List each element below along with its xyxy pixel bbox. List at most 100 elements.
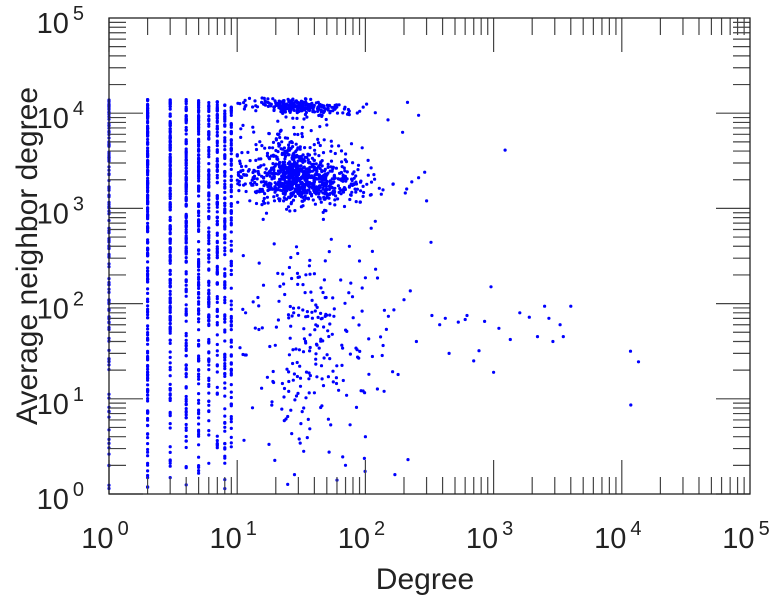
- data-point: [223, 367, 227, 371]
- data-point: [207, 122, 211, 126]
- data-point: [197, 218, 201, 222]
- data-point: [207, 302, 211, 306]
- data-point: [146, 370, 150, 374]
- data-point: [229, 218, 233, 222]
- data-point: [273, 458, 277, 462]
- data-point: [257, 157, 261, 161]
- data-point: [287, 316, 291, 320]
- data-point: [168, 224, 172, 228]
- data-point: [286, 161, 290, 166]
- data-point: [207, 391, 211, 395]
- data-point: [331, 296, 335, 300]
- data-point: [184, 375, 188, 379]
- data-point: [349, 142, 354, 146]
- data-point: [146, 251, 150, 255]
- data-point: [343, 463, 348, 467]
- data-point: [223, 461, 227, 465]
- data-point: [197, 240, 201, 244]
- data-point: [168, 459, 172, 463]
- data-point: [295, 360, 299, 365]
- data-point: [207, 173, 211, 177]
- data-point: [327, 196, 331, 200]
- data-point: [317, 154, 321, 158]
- data-point: [303, 185, 307, 189]
- data-point: [277, 299, 281, 303]
- data-point: [293, 194, 297, 198]
- data-point: [261, 199, 265, 203]
- data-point: [146, 331, 150, 335]
- data-point: [215, 353, 219, 357]
- data-point: [242, 101, 246, 105]
- data-point: [146, 278, 150, 282]
- data-point: [251, 300, 255, 304]
- data-point: [265, 375, 269, 379]
- data-point: [273, 99, 277, 103]
- y-tick-label: 10 5: [37, 3, 84, 40]
- data-point: [197, 434, 201, 438]
- data-point: [328, 111, 332, 115]
- data-point: [309, 290, 313, 294]
- data-point: [168, 169, 172, 173]
- data-point: [271, 140, 276, 144]
- data-point: [146, 338, 150, 342]
- data-point: [146, 324, 150, 328]
- data-point: [223, 328, 227, 332]
- data-point: [325, 103, 329, 107]
- data-point: [320, 316, 324, 320]
- data-point: [330, 105, 334, 109]
- data-point: [256, 171, 260, 175]
- data-point: [287, 105, 291, 110]
- data-point: [299, 168, 304, 172]
- data-point: [248, 159, 252, 163]
- data-point: [403, 191, 407, 195]
- data-point: [197, 296, 201, 300]
- data-point: [248, 199, 252, 203]
- data-point: [306, 102, 310, 106]
- data-point: [252, 176, 256, 181]
- data-point: [337, 103, 341, 107]
- data-point: [508, 337, 512, 342]
- data-point: [296, 282, 300, 286]
- data-point: [307, 371, 311, 375]
- data-point: [280, 381, 284, 386]
- data-point: [168, 181, 172, 185]
- data-point: [168, 133, 172, 137]
- data-point: [320, 164, 324, 168]
- data-point: [325, 353, 329, 357]
- data-point: [146, 418, 150, 422]
- data-point: [408, 289, 412, 293]
- data-point: [290, 432, 294, 436]
- data-point: [207, 419, 211, 423]
- data-point: [207, 399, 211, 403]
- data-point: [251, 170, 255, 175]
- data-point: [326, 375, 330, 379]
- data-point: [317, 346, 321, 350]
- data-point: [327, 250, 331, 254]
- data-point: [295, 111, 299, 115]
- data-point: [344, 328, 348, 332]
- data-point: [312, 180, 317, 184]
- data-point: [197, 194, 201, 198]
- data-point: [215, 434, 219, 438]
- data-point: [215, 163, 219, 167]
- data-point: [288, 209, 292, 213]
- data-point: [343, 169, 347, 173]
- data-point: [312, 391, 316, 395]
- data-point: [184, 283, 188, 287]
- data-point: [326, 329, 330, 333]
- data-point: [354, 180, 358, 184]
- data-point: [215, 282, 219, 286]
- data-point: [294, 182, 298, 186]
- data-point: [308, 345, 312, 350]
- data-point: [336, 177, 340, 181]
- data-point: [242, 107, 246, 111]
- data-point: [330, 181, 334, 185]
- data-point: [333, 151, 337, 156]
- data-point: [322, 278, 326, 282]
- data-point: [223, 425, 227, 429]
- data-point: [294, 149, 298, 154]
- data-point: [215, 169, 219, 173]
- data-point: [355, 348, 359, 352]
- data-point: [287, 153, 291, 157]
- data-point: [296, 132, 300, 137]
